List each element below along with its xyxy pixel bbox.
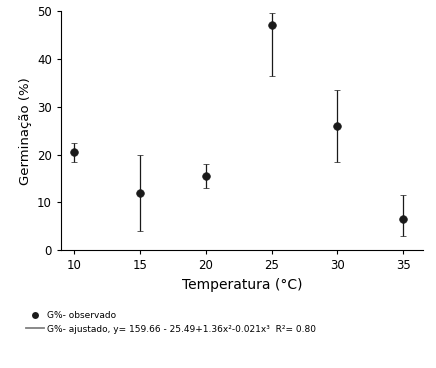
Legend: G%- observado, G%- ajustado, y= 159.66 - 25.49+1.36x²-0.021x³  R²= 0.80: G%- observado, G%- ajustado, y= 159.66 -… xyxy=(22,307,320,337)
Y-axis label: Germinação (%): Germinação (%) xyxy=(19,77,31,184)
X-axis label: Temperatura (°C): Temperatura (°C) xyxy=(182,278,302,292)
